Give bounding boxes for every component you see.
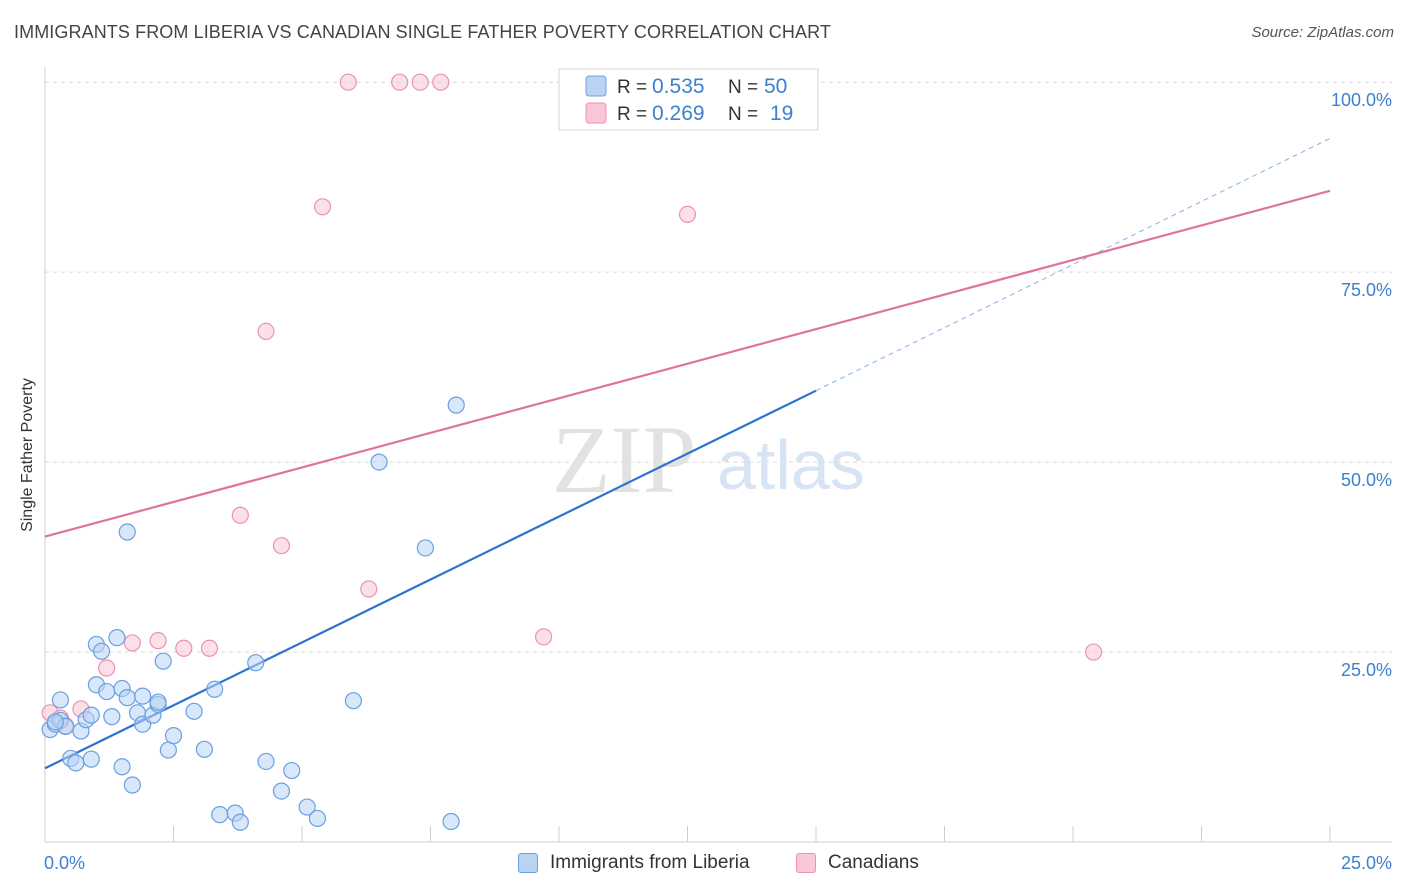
liberia-point-34 — [211, 806, 229, 824]
liberia-point-42 — [308, 809, 327, 828]
liberia-point-21 — [123, 776, 141, 794]
legend-r-label-2: R = — [617, 104, 647, 125]
liberia-point-13 — [92, 642, 111, 660]
canadians-point-14 — [360, 580, 378, 598]
legend-label-liberia: Immigrants from Liberia — [550, 852, 750, 873]
liberia-point-29 — [159, 741, 177, 759]
liberia-point-15 — [103, 708, 121, 726]
series-legend: Immigrants from Liberia Canadians — [0, 852, 1406, 878]
liberia-point-46 — [442, 812, 460, 831]
legend-item-canadians: Canadians — [796, 852, 919, 874]
canadians-point-20 — [1084, 643, 1103, 661]
legend-r-value-1: 0.535 — [652, 75, 705, 98]
canadians-point-18 — [534, 628, 553, 646]
liberia-point-6 — [67, 754, 85, 772]
liberia-point-9 — [82, 706, 100, 724]
liberia-point-41 — [298, 798, 316, 816]
canadians-point-6 — [149, 632, 167, 650]
legend-n-value-2: 19 — [770, 102, 793, 125]
liberia-point-43 — [344, 692, 362, 710]
liberia-point-19 — [118, 689, 136, 707]
chart-title: IMMIGRANTS FROM LIBERIA VS CANADIAN SING… — [14, 22, 831, 42]
canadians-point-11 — [272, 537, 291, 555]
canadians-point-9 — [231, 506, 249, 524]
liberia-point-31 — [185, 702, 203, 720]
canadians-point-19 — [678, 205, 697, 224]
legend-swatch-liberia — [585, 75, 607, 97]
canadians-point-15 — [391, 73, 409, 91]
canadians-point-7 — [175, 639, 193, 657]
liberia-point-24 — [134, 687, 152, 705]
canadians-point-8 — [200, 639, 219, 657]
liberia-point-45 — [416, 539, 434, 557]
canadians-point-16 — [411, 73, 429, 91]
legend-swatch-canadians-bottom — [796, 853, 816, 873]
legend-swatch-canadians — [585, 102, 607, 124]
x-tick-label-max: 25.0% — [1341, 853, 1392, 873]
y-tick-label-2: 75.0% — [1341, 280, 1392, 300]
liberia-point-49 — [46, 713, 64, 731]
canadians-point-12 — [313, 198, 332, 216]
y-tick-label-1: 50.0% — [1341, 470, 1392, 490]
liberia-point-33 — [206, 680, 224, 698]
legend-item-liberia: Immigrants from Liberia — [518, 852, 750, 874]
watermark: ZIP atlas — [552, 406, 865, 513]
legend-label-canadians: Canadians — [828, 852, 919, 873]
canadians-point-4 — [98, 659, 116, 677]
canadians-point-5 — [123, 634, 141, 652]
liberia-trendline-extension — [815, 137, 1331, 392]
watermark-atlas: atlas — [717, 426, 865, 504]
correlation-legend: R = 0.535 N = 50 R = 0.269 N = 19 — [558, 68, 819, 131]
liberia-point-20 — [118, 523, 136, 541]
liberia-point-3 — [51, 691, 70, 709]
liberia-point-28 — [154, 652, 172, 670]
canadians-point-13 — [339, 73, 357, 91]
liberia-point-30 — [164, 727, 183, 745]
trendlines — [44, 137, 1331, 770]
liberia-point-14 — [98, 682, 116, 701]
canadians-point-17 — [432, 73, 450, 91]
canadians-trendline — [44, 189, 1331, 538]
gridlines — [45, 81, 1392, 653]
liberia-point-17 — [113, 758, 131, 776]
liberia-point-37 — [247, 654, 265, 672]
liberia-point-38 — [257, 752, 275, 771]
legend-swatch-liberia-bottom — [518, 853, 538, 873]
legend-r-label-1: R = — [617, 77, 647, 98]
legend-n-label-1: N = — [728, 77, 758, 98]
y-tick-labels: 25.0% 50.0% 75.0% 100.0% — [1331, 90, 1392, 680]
legend-n-label-2: N = — [728, 104, 758, 125]
legend-n-value-1: 50 — [764, 75, 787, 98]
liberia-points — [41, 73, 733, 831]
source-label: Source: ZipAtlas.com — [1251, 24, 1394, 41]
legend-r-value-2: 0.269 — [652, 102, 705, 125]
liberia-point-40 — [283, 761, 301, 780]
canadians-points — [41, 73, 1103, 735]
watermark-zip: ZIP — [552, 406, 696, 513]
canadians-point-10 — [257, 322, 275, 341]
x-tick-label-min: 0.0% — [44, 853, 85, 873]
liberia-point-32 — [195, 740, 213, 758]
liberia-point-47 — [447, 396, 465, 414]
liberia-point-44 — [370, 453, 388, 471]
y-tick-label-0: 25.0% — [1341, 660, 1392, 680]
liberia-point-10 — [82, 750, 100, 768]
liberia-point-16 — [108, 629, 126, 647]
liberia-trendline — [44, 389, 817, 770]
y-tick-label-3: 100.0% — [1331, 90, 1392, 110]
liberia-point-39 — [272, 782, 291, 800]
liberia-point-27 — [149, 693, 167, 711]
liberia-point-36 — [231, 813, 249, 831]
